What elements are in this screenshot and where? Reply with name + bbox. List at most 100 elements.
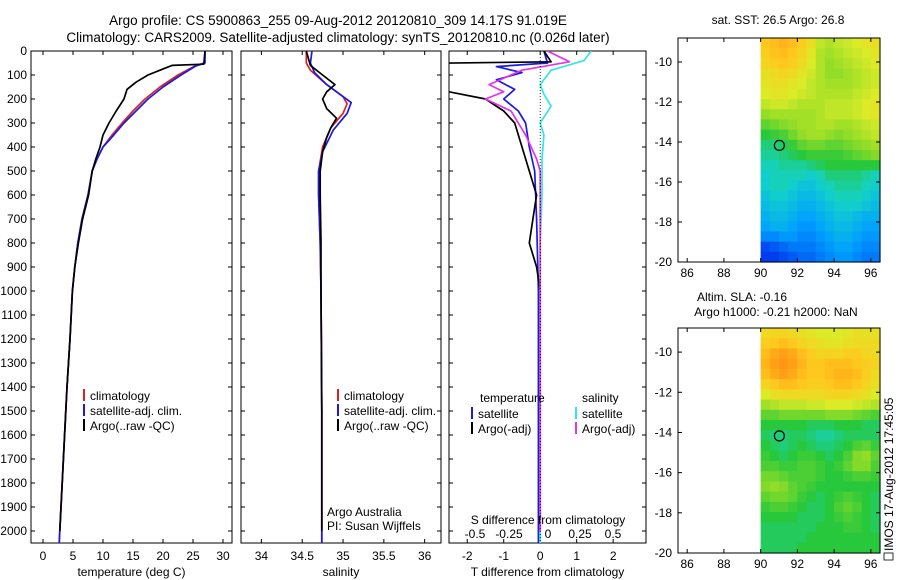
- difference-xtick-label: 2: [610, 549, 617, 563]
- sla_map-cell: [797, 471, 808, 483]
- sst_map-cell: [861, 58, 872, 70]
- sst_map-cell: [834, 78, 844, 90]
- sla_map-cell: [843, 491, 854, 503]
- sst_map-cell: [834, 119, 844, 131]
- sst_map-xtick-label: 86: [681, 266, 695, 280]
- sst_map-cell: [815, 150, 826, 161]
- sla_map-cell: [843, 338, 854, 350]
- sla_map-cell: [852, 389, 863, 401]
- sla_map-cell: [760, 430, 771, 442]
- salinity-xtick-label: 35: [336, 549, 350, 563]
- sst_map-cell: [843, 231, 854, 243]
- sla_map-cell: [824, 409, 835, 421]
- sla_map-cell: [861, 440, 872, 452]
- sla_map-cell: [797, 348, 808, 360]
- sst_map-cell: [852, 190, 863, 202]
- sst_map-cell: [788, 88, 798, 100]
- sla_map-cell: [852, 471, 863, 483]
- sst_map-cell: [861, 211, 872, 222]
- sst_map-cell: [797, 88, 808, 100]
- sla_map-cell: [797, 532, 808, 544]
- sst_map-cell: [797, 241, 808, 253]
- sla_map-cell: [769, 460, 780, 472]
- sla_map-cell: [870, 450, 881, 462]
- sla_map-cell: [760, 328, 771, 339]
- sla_map-cell: [843, 420, 854, 431]
- sla_map-cell: [852, 460, 863, 472]
- sla_map-cell: [824, 430, 835, 442]
- sla_map-cell: [843, 471, 854, 483]
- sst_map-cell: [769, 180, 780, 192]
- sla_map-cell: [843, 481, 854, 493]
- sla_map-cell: [861, 522, 872, 534]
- sst_map-cell: [861, 251, 872, 263]
- sla_map-cell: [815, 399, 826, 411]
- sst_map-cell: [760, 150, 771, 161]
- sst_map-cell: [806, 190, 817, 202]
- sst_map-cell: [852, 119, 863, 131]
- sst_map-cell: [843, 160, 854, 171]
- sla_map-cell: [788, 379, 798, 390]
- sla_map-cell: [843, 501, 854, 513]
- sla_map-cell: [824, 532, 835, 544]
- sla_map-cell: [769, 440, 780, 452]
- sla_map-cell: [824, 389, 835, 401]
- sst_map-cell: [769, 68, 780, 80]
- sla_map-cell: [769, 368, 780, 380]
- sst_map-cell: [797, 68, 808, 80]
- credit-line: PI: Susan Wijffels: [327, 519, 421, 533]
- sst_map-cell: [861, 241, 872, 253]
- sst_map-cell: [769, 99, 780, 110]
- sla_map-cell: [797, 430, 808, 442]
- sst_map-cell: [760, 99, 771, 110]
- temperature-series-line: [58, 51, 206, 532]
- depth-tick-label: 1000: [0, 284, 27, 298]
- sla_map-cell: [824, 522, 835, 534]
- sst_map-cell: [815, 48, 826, 59]
- sla_map-cell: [769, 522, 780, 534]
- sst_map-cell: [843, 109, 854, 121]
- sst_map-cell: [843, 88, 854, 100]
- sst_map-cell: [760, 139, 771, 151]
- sst_map-cell: [788, 221, 798, 233]
- sla_map-cell: [834, 430, 844, 442]
- sla_map-cell: [797, 389, 808, 401]
- sst_map-cell: [806, 241, 817, 253]
- sla_map-cell: [834, 450, 844, 462]
- sla_map-cell: [760, 491, 771, 503]
- sla_map-cell: [861, 481, 872, 493]
- sla_map-cell: [806, 512, 817, 523]
- sla_map-xtick-label: 90: [754, 557, 768, 571]
- sla_map-cell: [815, 368, 826, 380]
- sst_map-cell: [870, 48, 881, 59]
- sst_map-cell: [870, 190, 881, 202]
- sla_map-cell: [815, 430, 826, 442]
- sla_map-cell: [797, 542, 808, 554]
- sst_map-ytick-label: -20: [655, 255, 673, 269]
- sst_map-cell: [824, 160, 835, 171]
- sla_map-cell: [779, 450, 789, 462]
- sst_map-cell: [779, 129, 789, 141]
- sst_map-cell: [797, 180, 808, 192]
- sst_map-cell: [788, 119, 798, 131]
- sla_map-cell: [760, 481, 771, 493]
- sst_map-cell: [834, 129, 844, 141]
- difference-series-line: [539, 51, 592, 543]
- sla_map-cell: [806, 440, 817, 452]
- sst_map-cell: [824, 241, 835, 253]
- sla_map-cell: [815, 379, 826, 390]
- sla_map-cell: [779, 522, 789, 534]
- sst_map-cell: [760, 109, 771, 121]
- sla_map-cell: [834, 522, 844, 534]
- salinity-xtick-label: 35.5: [372, 549, 396, 563]
- sst_map-cell: [797, 251, 808, 263]
- salinity-frame: [240, 50, 442, 544]
- sst_map-cell: [788, 251, 798, 263]
- sst_map-cell: [843, 68, 854, 80]
- sla_map-cell: [760, 471, 771, 483]
- sst_map-cell: [852, 221, 863, 233]
- sla_map-cell: [870, 471, 881, 483]
- sst_map-cell: [852, 129, 863, 141]
- sla_map-cell: [870, 491, 881, 503]
- sla_map-cell: [779, 328, 789, 339]
